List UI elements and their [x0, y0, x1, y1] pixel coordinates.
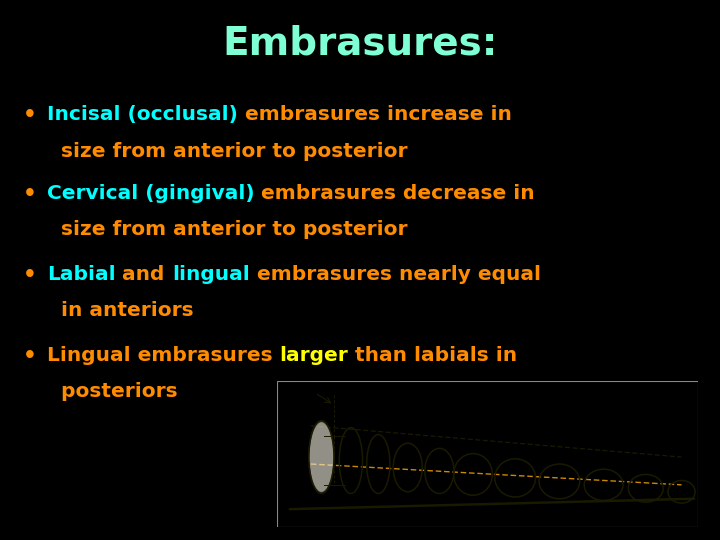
Text: than labials in: than labials in [348, 346, 517, 365]
Text: Labial: Labial [47, 265, 115, 284]
Text: larger: larger [279, 346, 348, 365]
Text: in anteriors: in anteriors [47, 301, 194, 320]
Text: •: • [23, 346, 37, 366]
Text: and: and [115, 265, 172, 284]
Text: •: • [23, 105, 37, 125]
Text: Lingual embrasures: Lingual embrasures [47, 346, 279, 365]
Text: Cervical (gingival): Cervical (gingival) [47, 184, 254, 202]
Text: size from anterior to posterior: size from anterior to posterior [47, 220, 408, 239]
Text: Embrasures:: Embrasures: [222, 24, 498, 62]
Text: embrasures decrease in: embrasures decrease in [254, 184, 535, 202]
Ellipse shape [309, 422, 334, 492]
Text: Incisal (occlusal): Incisal (occlusal) [47, 105, 238, 124]
Text: size from anterior to posterior: size from anterior to posterior [47, 142, 408, 161]
Text: posteriors: posteriors [47, 382, 177, 401]
Text: embrasures nearly equal: embrasures nearly equal [250, 265, 541, 284]
Text: embrasures increase in: embrasures increase in [238, 105, 511, 124]
Text: •: • [23, 265, 37, 285]
Text: lingual: lingual [172, 265, 250, 284]
Text: midline: midline [290, 382, 318, 392]
Text: •: • [23, 184, 37, 204]
